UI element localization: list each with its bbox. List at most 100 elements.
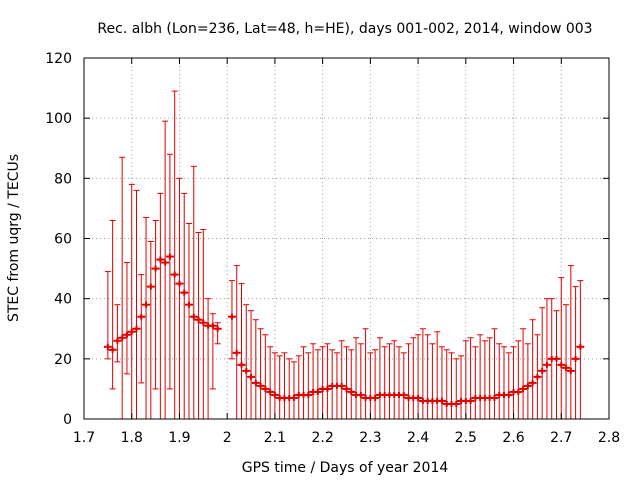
data-point — [213, 322, 222, 345]
y-tick-label: 20 — [54, 352, 72, 368]
data-point — [266, 346, 275, 420]
data-point — [447, 352, 456, 420]
data-point — [137, 274, 146, 384]
y-tick-label: 0 — [63, 412, 72, 428]
data-point — [342, 346, 351, 420]
data-point — [127, 183, 136, 420]
x-axis-ticks: 1.7 1.8 1.9 2 2.1 2.2 2.3 2.4 2.5 2.6 2.7 2.8 — [73, 58, 620, 446]
data-point — [204, 298, 213, 420]
y-tick-label: 40 — [54, 292, 72, 308]
y-tick-label: 60 — [54, 232, 72, 248]
data-point — [299, 346, 308, 420]
data-point — [304, 352, 313, 420]
data-point — [523, 343, 532, 420]
data-point — [361, 328, 370, 420]
data-point — [466, 337, 475, 420]
data-point — [418, 328, 427, 420]
data-point — [132, 189, 141, 420]
data-point — [500, 346, 508, 420]
data-point — [461, 340, 470, 420]
x-tick-label: 2 — [223, 430, 232, 446]
data-point — [504, 352, 513, 420]
data-point — [457, 355, 466, 420]
data-point — [399, 352, 408, 420]
x-tick-label: 2.1 — [264, 430, 286, 446]
data-point — [533, 334, 542, 420]
data-point — [485, 337, 494, 420]
data-point — [294, 355, 303, 420]
data-point — [275, 355, 284, 420]
data-point — [146, 241, 155, 420]
data-point — [251, 319, 260, 420]
data-point — [118, 156, 127, 420]
data-point — [247, 310, 256, 420]
data-point — [404, 343, 413, 420]
data-point — [423, 334, 432, 420]
data-point — [161, 120, 170, 420]
data-point — [199, 228, 208, 420]
data-point — [414, 334, 423, 420]
x-tick-label: 2.2 — [312, 430, 334, 446]
data-point — [366, 352, 375, 420]
data-point — [151, 219, 160, 390]
x-tick-label: 2.3 — [359, 430, 381, 446]
x-tick-label: 2.8 — [598, 430, 620, 446]
data-point — [290, 361, 298, 420]
y-axis-ticks: 0 20 40 60 80 100 120 — [45, 51, 609, 428]
data-point — [237, 283, 246, 420]
data-point — [371, 349, 380, 420]
data-point — [189, 165, 198, 420]
x-tick-label: 2.6 — [502, 430, 524, 446]
data-point — [514, 340, 523, 420]
data-point — [471, 346, 480, 420]
y-tick-label: 80 — [54, 171, 72, 187]
data-point — [409, 337, 418, 420]
data-point — [495, 343, 504, 420]
data-point — [313, 349, 322, 420]
data-point — [347, 349, 356, 420]
data-point — [428, 343, 437, 420]
x-tick-label: 2.5 — [455, 430, 477, 446]
data-point — [547, 298, 556, 420]
data-point — [356, 343, 365, 420]
data-point — [562, 304, 571, 420]
data-point — [232, 265, 241, 420]
data-point — [194, 231, 203, 420]
y-tick-label: 120 — [45, 51, 72, 67]
data-point — [280, 352, 289, 420]
data-point — [380, 346, 389, 420]
data-point — [395, 346, 403, 420]
data-point — [566, 265, 575, 420]
x-tick-label: 2.4 — [407, 430, 429, 446]
x-tick-label: 2.7 — [550, 430, 572, 446]
data-point — [576, 280, 585, 420]
data-point — [285, 358, 294, 420]
data-point — [103, 271, 112, 360]
data-point — [328, 349, 337, 420]
data-point — [165, 153, 174, 390]
data-point — [452, 358, 461, 420]
x-tick-label: 1.7 — [73, 430, 95, 446]
data-point — [476, 334, 485, 420]
data-point — [385, 343, 394, 420]
x-tick-label: 1.9 — [168, 430, 190, 446]
data-point — [185, 222, 193, 420]
x-tick-label: 1.8 — [121, 430, 143, 446]
data-point — [270, 352, 279, 420]
y-tick-label: 100 — [45, 111, 72, 127]
data-series-stec — [103, 90, 585, 420]
data-point — [437, 346, 446, 420]
data-point — [490, 328, 499, 420]
data-point — [113, 304, 122, 363]
data-point — [208, 313, 217, 390]
data-point — [433, 331, 442, 420]
data-point — [538, 307, 547, 420]
data-point — [256, 328, 265, 420]
data-point — [323, 343, 332, 420]
data-point — [156, 192, 165, 420]
data-point — [227, 280, 236, 360]
data-point — [509, 346, 518, 420]
data-point — [242, 304, 251, 420]
data-point — [519, 328, 528, 420]
